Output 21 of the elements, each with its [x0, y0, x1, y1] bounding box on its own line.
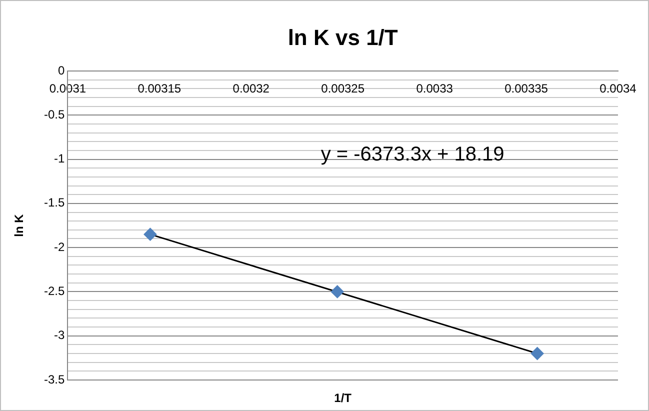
x-tick-label: 0.0033	[416, 82, 454, 96]
x-tick-label: 0.0032	[232, 82, 270, 96]
y-tick-label: -3	[54, 328, 65, 342]
x-tick-label: 0.00335	[504, 82, 548, 96]
y-tick-label: -0.5	[44, 107, 65, 122]
x-tick-label: 0.0034	[600, 82, 637, 96]
x-tick-label: 0.00325	[321, 82, 365, 96]
y-axis-title: ln K	[12, 214, 26, 237]
x-tick-label: 0.00315	[138, 82, 182, 96]
point	[530, 347, 544, 360]
y-tick-label: 0	[58, 63, 65, 78]
y-tick-label: -1.5	[44, 196, 65, 210]
chart-title: ln K vs 1/T	[288, 25, 398, 50]
point	[144, 228, 157, 241]
x-axis-title: 1/T	[334, 391, 352, 405]
y-tick-label: -1	[54, 152, 65, 166]
y-tick-label: -2.5	[44, 284, 65, 298]
y-tick-label: -3.5	[44, 372, 65, 386]
annotation: y = -6373.3x + 18.19	[320, 144, 504, 166]
point	[330, 285, 344, 298]
y-tick-label: -2	[54, 240, 65, 254]
